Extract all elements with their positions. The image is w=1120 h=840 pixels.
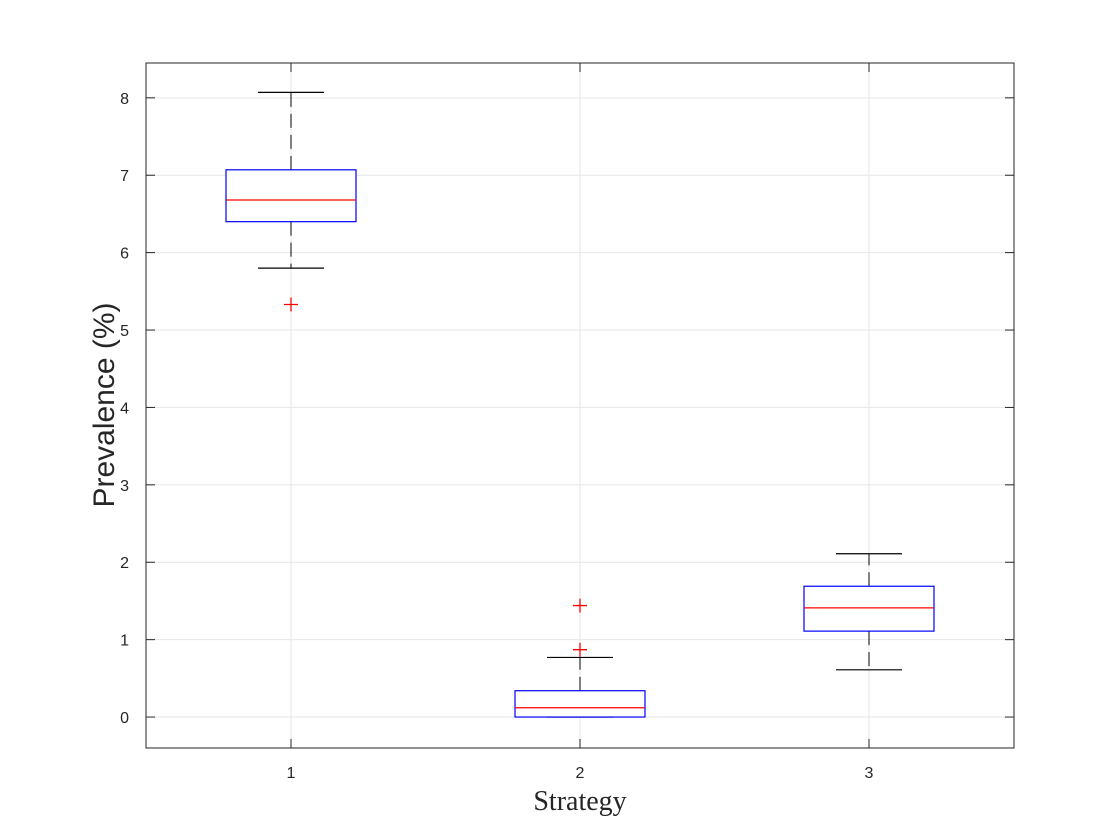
y-tick-label: 3	[120, 478, 129, 495]
x-tick-label: 2	[576, 765, 585, 782]
y-axis-label: Prevalence (%)	[88, 302, 121, 507]
grid-lines	[146, 63, 1014, 748]
outlier-marker	[573, 598, 587, 613]
y-tick-label: 1	[120, 633, 129, 650]
box-group-1	[225, 91, 357, 312]
y-tick-label: 4	[120, 400, 129, 417]
y-tick-label: 6	[120, 246, 129, 263]
box-plot-series	[225, 91, 935, 718]
box-iqr	[514, 690, 646, 718]
y-tick-label: 5	[120, 323, 129, 340]
x-tick-label: 1	[287, 765, 296, 782]
y-tick-label: 2	[120, 555, 129, 572]
box-group-3	[803, 553, 935, 671]
y-tick-label: 7	[120, 168, 129, 185]
y-tick-label: 8	[120, 91, 129, 108]
outlier-marker	[284, 297, 298, 312]
x-tick-label: 3	[865, 765, 874, 782]
y-tick-label: 0	[120, 710, 129, 727]
axis-ticks: 0 1 2 3 4 5 6 7 8 1 2 3	[120, 63, 1014, 782]
box-iqr	[803, 585, 935, 632]
outlier-marker	[573, 642, 587, 657]
box-iqr	[225, 169, 357, 223]
x-axis-label: Strategy	[533, 786, 626, 817]
box-group-2	[514, 598, 646, 718]
